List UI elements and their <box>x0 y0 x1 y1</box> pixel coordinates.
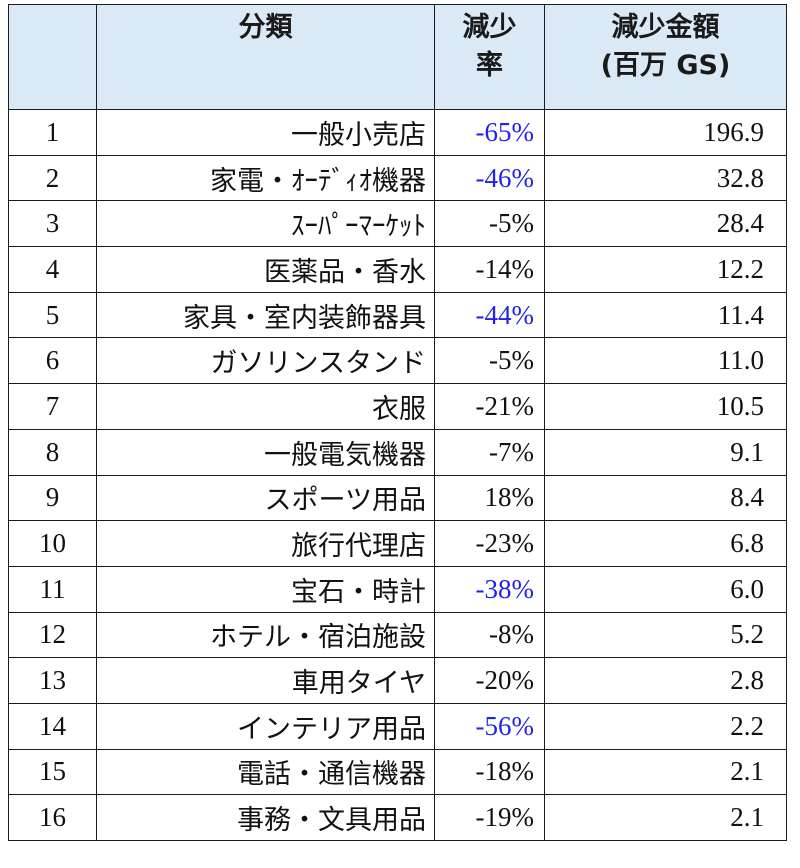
amount-cell: 28.4 <box>544 200 787 248</box>
amount-cell: 9.1 <box>544 428 787 476</box>
category-cell: 一般小売店 <box>96 109 435 156</box>
rate-cell: -5% <box>434 200 545 248</box>
header-rate-line1: 減少 <box>462 12 517 43</box>
table-row: 3 ｽｰﾊﾟｰﾏｰｹｯﾄ -5% 28.4 <box>8 200 787 248</box>
rank-cell: 2 <box>8 154 97 202</box>
category-cell: 旅行代理店 <box>96 520 435 567</box>
rate-cell: -5% <box>434 337 545 385</box>
table-row: 14 インテリア用品 -56% 2.2 <box>8 702 787 750</box>
table-header: 分類 減少 率 減少金額 (百万 GS) <box>8 4 787 110</box>
rate-cell: -8% <box>434 611 545 659</box>
amount-cell: 6.8 <box>544 520 787 567</box>
rank-cell: 16 <box>8 794 97 841</box>
rate-cell: -14% <box>434 246 545 293</box>
rank-cell: 9 <box>8 474 97 522</box>
rate-cell: -19% <box>434 794 545 841</box>
amount-cell: 5.2 <box>544 611 787 659</box>
category-cell: 電話・通信機器 <box>96 748 435 796</box>
amount-cell: 11.4 <box>544 291 787 339</box>
amount-cell: 2.2 <box>544 702 787 750</box>
rate-cell: 18% <box>434 474 545 522</box>
rank-cell: 8 <box>8 428 97 476</box>
rate-cell: -44% <box>434 291 545 339</box>
category-cell: ホテル・宿泊施設 <box>96 611 435 659</box>
table-row: 5 家具・室内装飾器具 -44% 11.4 <box>8 291 787 339</box>
rate-cell: -21% <box>434 383 545 430</box>
amount-cell: 2.1 <box>544 748 787 796</box>
rank-cell: 10 <box>8 520 97 567</box>
header-rank <box>8 4 97 110</box>
header-amount: 減少金額 (百万 GS) <box>544 4 787 110</box>
rank-cell: 12 <box>8 611 97 659</box>
table-row: 13 車用タイヤ -20% 2.8 <box>8 657 787 704</box>
rank-cell: 13 <box>8 657 97 704</box>
rank-cell: 6 <box>8 337 97 385</box>
category-cell: ガソリンスタンド <box>96 337 435 385</box>
table-row: 2 家電・ｵｰﾃﾞｨｵ機器 -46% 32.8 <box>8 154 787 202</box>
table-row: 4 医薬品・香水 -14% 12.2 <box>8 246 787 293</box>
rank-cell: 3 <box>8 200 97 248</box>
rate-cell: -56% <box>434 702 545 750</box>
rank-cell: 1 <box>8 109 97 156</box>
category-cell: 衣服 <box>96 383 435 430</box>
category-cell: 宝石・時計 <box>96 565 435 613</box>
header-rate-line2: 率 <box>476 50 503 81</box>
rate-cell: -46% <box>434 154 545 202</box>
rank-cell: 11 <box>8 565 97 613</box>
rate-cell: -7% <box>434 428 545 476</box>
header-amount-line2: (百万 GS) <box>600 50 731 81</box>
table-row: 10 旅行代理店 -23% 6.8 <box>8 520 787 567</box>
rank-cell: 5 <box>8 291 97 339</box>
rank-cell: 14 <box>8 702 97 750</box>
table-row: 16 事務・文具用品 -19% 2.1 <box>8 794 787 841</box>
table-body: 1 一般小売店 -65% 196.9 2 家電・ｵｰﾃﾞｨｵ機器 -46% 32.8 3 ｽｰ… <box>8 109 787 841</box>
rank-cell: 15 <box>8 748 97 796</box>
category-cell: インテリア用品 <box>96 702 435 750</box>
category-cell: 医薬品・香水 <box>96 246 435 293</box>
rate-cell: -20% <box>434 657 545 704</box>
table-row: 7 衣服 -21% 10.5 <box>8 383 787 430</box>
table-row: 1 一般小売店 -65% 196.9 <box>8 109 787 156</box>
table-row: 12 ホテル・宿泊施設 -8% 5.2 <box>8 611 787 659</box>
rank-cell: 4 <box>8 246 97 293</box>
header-rate: 減少 率 <box>434 4 545 110</box>
category-cell: 家具・室内装飾器具 <box>96 291 435 339</box>
category-cell: 車用タイヤ <box>96 657 435 704</box>
amount-cell: 6.0 <box>544 565 787 613</box>
table-row: 6 ガソリンスタンド -5% 11.0 <box>8 337 787 385</box>
category-cell: 一般電気機器 <box>96 428 435 476</box>
amount-cell: 32.8 <box>544 154 787 202</box>
table-row: 11 宝石・時計 -38% 6.0 <box>8 565 787 613</box>
rank-cell: 7 <box>8 383 97 430</box>
category-cell: 事務・文具用品 <box>96 794 435 841</box>
amount-cell: 2.1 <box>544 794 787 841</box>
amount-cell: 12.2 <box>544 246 787 293</box>
table-row: 8 一般電気機器 -7% 9.1 <box>8 428 787 476</box>
category-cell: ｽｰﾊﾟｰﾏｰｹｯﾄ <box>96 200 435 248</box>
amount-cell: 196.9 <box>544 109 787 156</box>
rate-cell: -23% <box>434 520 545 567</box>
header-category-label: 分類 <box>238 12 293 43</box>
header-amount-line1: 減少金額 <box>611 12 720 43</box>
category-cell: 家電・ｵｰﾃﾞｨｵ機器 <box>96 154 435 202</box>
table-row: 15 電話・通信機器 -18% 2.1 <box>8 748 787 796</box>
category-cell: スポーツ用品 <box>96 474 435 522</box>
amount-cell: 10.5 <box>544 383 787 430</box>
table-row: 9 スポーツ用品 18% 8.4 <box>8 474 787 522</box>
rate-cell: -65% <box>434 109 545 156</box>
sales-decline-table: 分類 減少 率 減少金額 (百万 GS) 1 一般小売店 -65% 196.9 2 家電… <box>8 4 787 841</box>
amount-cell: 11.0 <box>544 337 787 385</box>
rate-cell: -38% <box>434 565 545 613</box>
amount-cell: 8.4 <box>544 474 787 522</box>
rate-cell: -18% <box>434 748 545 796</box>
header-category: 分類 <box>96 4 435 110</box>
amount-cell: 2.8 <box>544 657 787 704</box>
